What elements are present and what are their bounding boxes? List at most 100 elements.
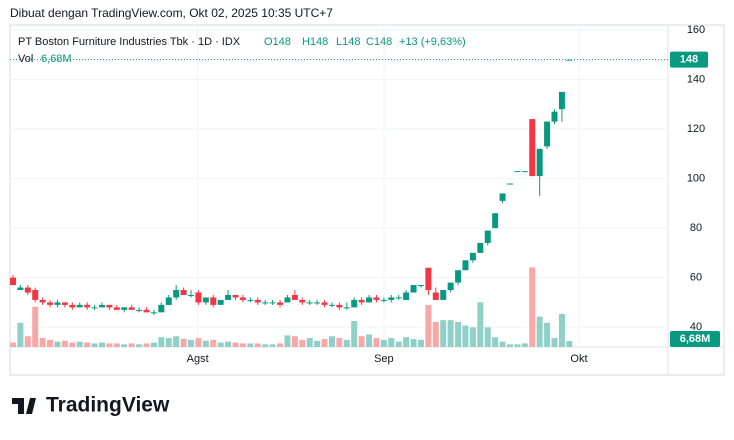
candle-body xyxy=(336,304,343,308)
volume-bar xyxy=(492,337,499,347)
legend-low: L148 xyxy=(336,36,360,48)
legend-symbol: PT Boston Furniture Industries Tbk · 1D … xyxy=(18,36,241,48)
candle-body xyxy=(173,290,180,298)
candle-body xyxy=(462,260,469,271)
y-tick-label: 140 xyxy=(687,73,705,85)
y-tick-label: 40 xyxy=(690,321,702,333)
volume-bar xyxy=(314,340,321,347)
candle-body xyxy=(9,277,16,286)
volume-bar xyxy=(566,341,573,347)
candle-body xyxy=(366,297,373,303)
volume-bar xyxy=(247,343,254,347)
volume-bar xyxy=(24,336,31,347)
candle-body xyxy=(54,302,61,305)
candle-body xyxy=(61,302,68,305)
volume-bar xyxy=(373,338,380,347)
volume-bar xyxy=(128,343,135,347)
x-tick-label: Sep xyxy=(374,353,394,365)
volume-bar xyxy=(195,338,202,347)
candle-body xyxy=(536,148,543,177)
volume-bar xyxy=(277,343,284,347)
candle-body xyxy=(506,183,513,185)
legend-high: H148 xyxy=(302,36,328,48)
volume-bar xyxy=(106,343,113,347)
candle-body xyxy=(284,297,291,303)
candle-body xyxy=(529,119,536,177)
price-label-box xyxy=(670,51,708,68)
candle-body xyxy=(269,302,276,304)
volume-bar xyxy=(262,344,269,347)
volume-bar xyxy=(69,342,76,347)
volume-bar xyxy=(113,343,120,347)
candle-body xyxy=(314,302,321,304)
candle-body xyxy=(455,270,462,283)
candle-body xyxy=(195,292,202,303)
candle-body xyxy=(98,304,105,308)
logo-text: TradingView xyxy=(46,394,170,417)
candle-body xyxy=(254,299,261,303)
candle-body xyxy=(388,297,395,300)
legend-open: O148 xyxy=(264,36,291,48)
candle-body xyxy=(544,121,551,147)
logo: TradingView xyxy=(12,394,170,417)
candle-body xyxy=(113,307,120,310)
candle-body xyxy=(180,290,187,295)
price-label: 148 xyxy=(680,54,698,66)
candle-body xyxy=(158,304,165,313)
candle-body xyxy=(558,91,565,110)
candle-body xyxy=(136,309,143,311)
candle-body xyxy=(566,59,573,61)
volume-bar xyxy=(225,341,232,347)
volume-bar xyxy=(321,338,328,347)
volume-bar xyxy=(521,343,528,347)
volume-bar xyxy=(188,339,195,347)
y-tick-label: 160 xyxy=(687,24,705,36)
candle-body xyxy=(306,302,313,304)
volume-bar xyxy=(299,339,306,347)
logo-icon xyxy=(12,398,36,414)
volume-bar xyxy=(514,344,521,347)
volume-bar xyxy=(180,338,187,347)
volume-bar xyxy=(239,343,246,347)
candle-body xyxy=(17,287,24,291)
candle-body xyxy=(76,304,83,308)
candle-body xyxy=(210,297,217,305)
volume-bar xyxy=(61,340,68,347)
volume-bar xyxy=(440,320,447,347)
candle-body xyxy=(477,242,484,253)
x-tick-label: Agst xyxy=(187,353,209,365)
candle-body xyxy=(328,304,335,306)
volume-bar xyxy=(121,344,128,347)
volume-bar xyxy=(158,337,165,347)
candle-body xyxy=(121,307,128,310)
candle-body xyxy=(150,312,157,314)
volume-bar xyxy=(506,344,513,347)
candle-body xyxy=(403,292,410,300)
y-tick-label: 120 xyxy=(687,123,705,135)
candle-body xyxy=(499,193,506,201)
candle-body xyxy=(91,307,98,309)
volume-bar xyxy=(477,302,484,347)
volume-label-box xyxy=(670,331,720,347)
candle-body xyxy=(417,285,424,287)
candle-body xyxy=(69,304,76,308)
volume-bar xyxy=(173,336,180,347)
volume-bar xyxy=(217,342,224,347)
volume-bar xyxy=(558,313,565,347)
volume-bar xyxy=(150,342,157,347)
candle-body xyxy=(225,294,232,300)
frame xyxy=(9,24,725,376)
volume-bar xyxy=(351,321,358,347)
volume-bar xyxy=(395,341,402,347)
volume-bar xyxy=(484,327,491,347)
candle-body xyxy=(425,267,432,291)
volume-bar xyxy=(143,343,150,347)
volume-bar xyxy=(417,339,424,347)
volume-bar xyxy=(469,327,476,347)
volume-bar xyxy=(202,340,209,347)
y-tick-label: 80 xyxy=(690,222,702,234)
candle-body xyxy=(380,299,387,301)
volume-bar xyxy=(499,341,506,347)
volume-bar xyxy=(388,338,395,347)
watermark: Dibuat dengan TradingView.com, Okt 02, 2… xyxy=(10,6,333,20)
